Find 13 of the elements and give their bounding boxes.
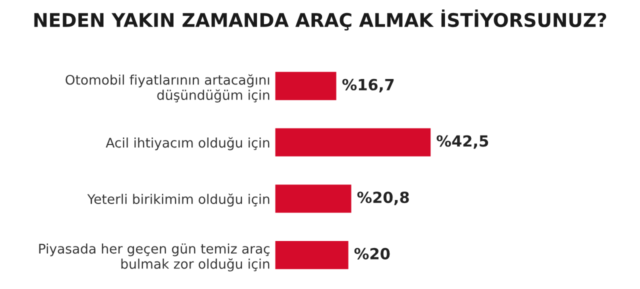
y-tick-label: Yeterli birikimim olduğu için	[87, 194, 270, 207]
data-label: %20,8	[357, 192, 409, 206]
bar	[275, 184, 352, 213]
data-label: %20	[354, 248, 390, 260]
data-label: %16,7	[342, 78, 394, 92]
bar	[275, 240, 348, 270]
bar	[275, 72, 336, 100]
y-tick-label: Acil ihtiyacım olduğu için	[106, 137, 270, 150]
data-label: %42,5	[436, 135, 488, 149]
chart-title: NEDEN YAKIN ZAMANDA ARAÇ ALMAK İSTİYORSUNUZ?	[34, 9, 606, 31]
y-tick-label: Otomobil fiyatlarının artacağını düşündüğüm için	[66, 74, 270, 103]
y-tick-label: Piyasada her geçen gün temiz araç bulmak zor olduğu için	[39, 243, 270, 272]
bar	[275, 128, 431, 156]
